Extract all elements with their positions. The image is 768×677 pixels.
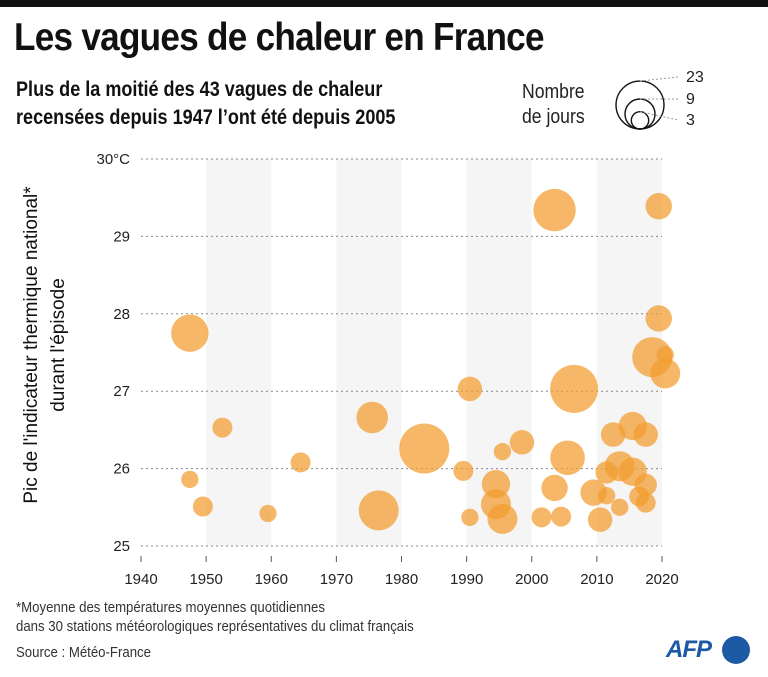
gridlines bbox=[141, 158, 662, 547]
decade-band bbox=[206, 159, 272, 546]
heatwave-bubble bbox=[358, 490, 399, 531]
heatwave-bubble bbox=[171, 314, 209, 352]
size-legend-circle bbox=[630, 110, 650, 130]
heatwave-bubble bbox=[597, 487, 616, 505]
bubble-chart: 25 26 27 28 29 30°C 1940 1950 1960 1970 1980 1990 2… bbox=[21, 151, 681, 588]
heatwave-bubble bbox=[509, 430, 535, 455]
heatwave-bubble bbox=[290, 452, 311, 473]
y-tick-label: 30°C bbox=[96, 151, 130, 168]
size-legend-value: 23 bbox=[686, 69, 704, 86]
x-tick-label: 1960 bbox=[255, 571, 288, 588]
x-axis-ticks: 1940 1950 1960 1970 1980 1990 2000 2010 2020 bbox=[124, 556, 679, 588]
size-legend-value: 9 bbox=[686, 91, 695, 108]
y-axis-label-line-1: Pic de l'indicateur thermique national* bbox=[21, 186, 42, 504]
heatwave-bubble bbox=[550, 364, 599, 413]
heatwave-bubble bbox=[493, 442, 512, 461]
chart-title: Les vagues de chaleur en France bbox=[14, 16, 544, 59]
heatwave-bubble bbox=[192, 496, 213, 517]
size-legend: 23 9 3 bbox=[615, 69, 704, 130]
heatwave-bubble bbox=[635, 492, 656, 513]
heatwave-bubble bbox=[650, 358, 681, 389]
y-axis-ticks: 25 26 27 28 29 30°C bbox=[96, 151, 130, 555]
y-tick-label: 28 bbox=[113, 306, 130, 323]
heatwave-bubble bbox=[633, 422, 658, 447]
top-rule bbox=[0, 0, 768, 7]
source-text: Source : Météo-France bbox=[16, 644, 151, 661]
x-tick-label: 1980 bbox=[385, 571, 418, 588]
heatwave-bubble bbox=[533, 188, 576, 232]
heatwave-bubble bbox=[259, 504, 277, 523]
size-legend-title: Nombre de jours bbox=[522, 80, 585, 130]
afp-logo: AFP bbox=[664, 634, 754, 666]
heatwave-bubble bbox=[541, 474, 568, 502]
heatwave-bubble bbox=[356, 401, 389, 434]
chart-subtitle: Plus de la moitié des 43 vagues de chale… bbox=[16, 76, 395, 132]
subtitle-line-1: Plus de la moitié des 43 vagues de chale… bbox=[16, 78, 383, 101]
y-tick-label: 29 bbox=[113, 228, 130, 245]
x-tick-label: 2020 bbox=[645, 571, 678, 588]
x-tick-label: 1950 bbox=[189, 571, 222, 588]
heatwave-bubble bbox=[212, 417, 233, 438]
heatwave-bubble bbox=[587, 507, 613, 532]
heatwave-bubble bbox=[645, 305, 672, 332]
bubbles bbox=[171, 188, 681, 534]
x-tick-label: 1990 bbox=[450, 571, 483, 588]
x-tick-label: 2000 bbox=[515, 571, 548, 588]
y-tick-label: 25 bbox=[113, 538, 130, 555]
footnote-line-1: *Moyenne des températures moyennes quoti… bbox=[16, 599, 325, 616]
heatwave-bubble bbox=[453, 460, 474, 481]
heatwave-bubble bbox=[487, 503, 518, 534]
heatwave-bubble bbox=[399, 423, 450, 474]
heatwave-bubble bbox=[181, 470, 199, 489]
size-legend-leader bbox=[639, 76, 679, 82]
heatwave-bubble bbox=[551, 506, 572, 527]
x-tick-label: 1940 bbox=[124, 571, 157, 588]
size-legend-title-line-2: de jours bbox=[522, 106, 585, 128]
y-axis-label: Pic de l'indicateur thermique national* d… bbox=[21, 186, 69, 504]
heatwave-bubble bbox=[611, 498, 629, 516]
footnote: *Moyenne des températures moyennes quoti… bbox=[16, 598, 414, 636]
size-legend-circle bbox=[615, 80, 665, 130]
y-tick-label: 27 bbox=[113, 383, 130, 400]
subtitle-line-2: recensées depuis 1947 l’ont été depuis 2… bbox=[16, 106, 396, 129]
footnote-line-2: dans 30 stations météorologiques représe… bbox=[16, 618, 414, 635]
y-tick-label: 26 bbox=[113, 461, 130, 478]
afp-logo-dot-icon bbox=[722, 636, 750, 664]
x-tick-label: 2010 bbox=[580, 571, 613, 588]
heatwave-bubble bbox=[645, 192, 672, 220]
heatwave-bubble bbox=[550, 440, 585, 476]
size-legend-leader bbox=[639, 111, 679, 121]
size-legend-circle bbox=[624, 98, 656, 130]
decade-band bbox=[336, 159, 402, 546]
heatwave-bubble bbox=[461, 508, 479, 527]
afp-logo-text: AFP bbox=[666, 636, 712, 663]
size-legend-value: 3 bbox=[686, 112, 695, 129]
y-axis-label-line-2: durant l'épisode bbox=[48, 278, 69, 412]
heatwave-bubble bbox=[457, 376, 483, 402]
size-legend-title-line-1: Nombre bbox=[522, 81, 585, 103]
heatwave-bubble bbox=[531, 507, 552, 528]
x-tick-label: 1970 bbox=[320, 571, 353, 588]
heatwave-bubble bbox=[634, 473, 657, 497]
